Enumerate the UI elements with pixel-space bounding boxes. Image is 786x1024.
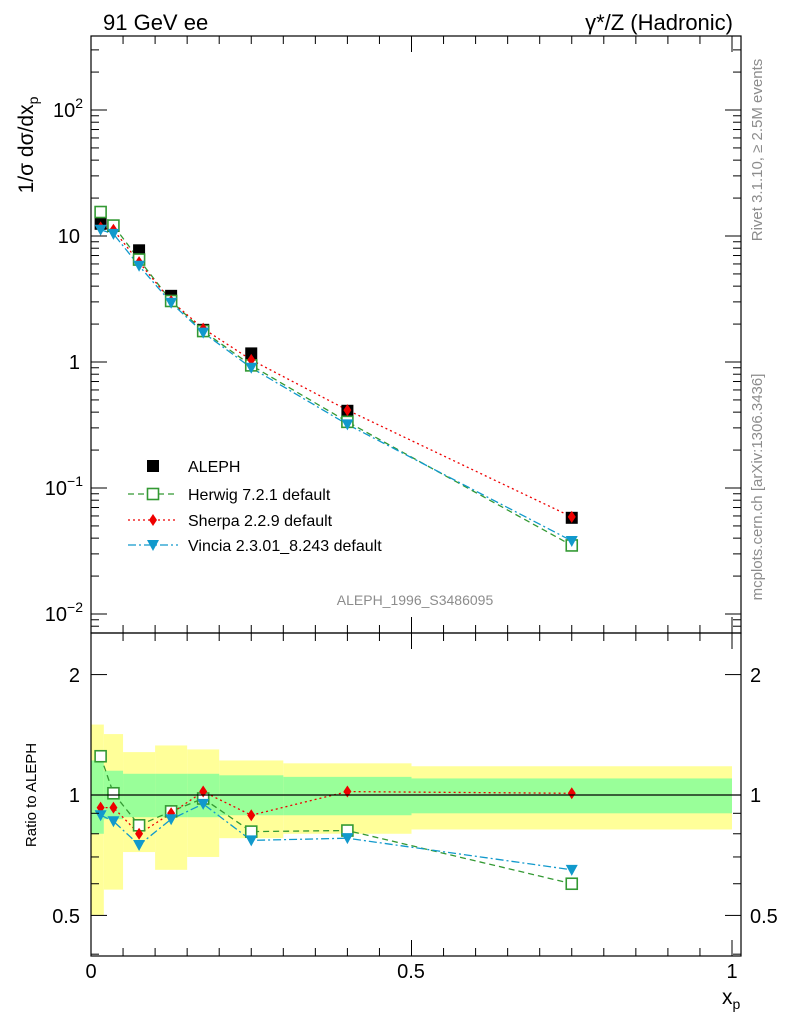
main-vincia-point	[165, 297, 178, 309]
mcplots-label: mcplots.cern.ch [arXiv:1306.3436]	[749, 374, 766, 601]
ratio-vincia-point	[133, 839, 146, 851]
main-ylabel-sub: p	[25, 96, 41, 104]
legend-data-marker	[147, 460, 159, 472]
ratio-ytick-2-left: 2	[69, 665, 80, 687]
ratio-herwig-point	[107, 786, 120, 800]
ytick-1: 1	[69, 352, 80, 374]
main-herwig-point	[94, 205, 107, 219]
title-left: 91 GeV ee	[103, 10, 208, 35]
ratio-sherpa-point	[567, 787, 576, 800]
x-tick-labels: 0 0.5 1	[85, 961, 737, 983]
ratio-herwig-point	[565, 877, 579, 891]
ratio-ytick-05-right: 0.5	[750, 906, 778, 928]
ytick-1e-2: 10−2	[45, 599, 83, 626]
ratio-ytick-2-right: 2	[750, 665, 761, 687]
main-vincia-point	[245, 362, 258, 374]
legend-sherpa-marker	[149, 514, 157, 526]
ratio-sherpa-point	[247, 809, 256, 822]
ratio-herwig-point	[94, 749, 107, 763]
legend-vincia-label: Vincia 2.3.01_8.243 default	[188, 538, 382, 555]
xtick-0.5: 0.5	[397, 961, 425, 983]
ratio-vincia-point	[341, 833, 354, 845]
ratio-vincia-point	[107, 816, 120, 828]
legend-sherpa-label: Sherpa 2.2.9 default	[188, 513, 333, 530]
ratio-vincia-point	[565, 864, 578, 876]
main-ylabel: 1/σ dσ/dxp	[15, 96, 41, 193]
main-data-point	[245, 347, 258, 360]
rivet-label: Rivet 3.1.10, ≥ 2.5M events	[749, 59, 766, 242]
x-axis-label: xp	[722, 986, 741, 1012]
main-vincia-point	[133, 260, 146, 272]
legend: ALEPH Herwig 7.2.1 default Sherpa 2.2.9 de…	[128, 459, 382, 555]
legend-vincia-marker	[147, 540, 159, 551]
main-y-tick-labels: 10−2 10−1 1 10 102	[45, 95, 83, 626]
main-vincia-point	[341, 419, 354, 431]
ratio-vincia-line	[100, 803, 572, 871]
main-herwig-line	[100, 211, 573, 546]
ratio-sherpa-line	[100, 790, 572, 835]
ytick-1e-1: 10−1	[45, 473, 83, 500]
band-inner	[91, 760, 104, 834]
ratio-herwig-line	[99, 755, 572, 885]
ratio-sherpa-point	[109, 801, 118, 814]
ratio-y-tick-labels: 2 1 0.5 2 1 0.5	[52, 665, 778, 928]
ratio-bands	[91, 724, 732, 916]
main-vincia-point	[197, 327, 210, 339]
ratio-vincia-point	[197, 798, 210, 810]
ytick-10: 10	[58, 226, 80, 248]
main-sherpa-line	[100, 226, 573, 518]
ratio-ytick-1-left: 1	[69, 785, 80, 807]
ratio-ytick-1-right: 1	[750, 785, 761, 807]
ratio-sherpa-point	[135, 827, 144, 840]
legend-data-label: ALEPH	[188, 459, 240, 476]
legend-herwig-label: Herwig 7.2.1 default	[188, 487, 331, 504]
ratio-ytick-05-left: 0.5	[52, 906, 80, 928]
ytick-1e2: 102	[53, 95, 83, 122]
main-sherpa-point	[343, 404, 352, 417]
axis-ticks	[90, 36, 741, 956]
main-vincia-point	[107, 228, 120, 240]
xtick-0: 0	[85, 961, 96, 983]
ratio-series	[94, 749, 579, 891]
main-series	[94, 205, 579, 552]
ratio-vincia-point	[165, 814, 178, 826]
xtick-1: 1	[726, 961, 737, 983]
ratio-vincia-point	[245, 835, 258, 847]
main-vincia-point	[94, 224, 107, 236]
main-vincia-point	[565, 535, 578, 547]
svg-text:1/σ dσ/dxp: 1/σ dσ/dxp	[15, 96, 41, 193]
main-ylabel-text: 1/σ dσ/dx	[15, 104, 38, 193]
ratio-ylabel: Ratio to ALEPH	[23, 743, 40, 847]
main-sherpa-point	[567, 510, 576, 523]
legend-herwig-marker	[146, 487, 160, 501]
title-right: γ*/Z (Hadronic)	[585, 10, 733, 35]
main-vincia-line	[100, 229, 573, 542]
analysis-watermark: ALEPH_1996_S3486095	[337, 592, 494, 608]
